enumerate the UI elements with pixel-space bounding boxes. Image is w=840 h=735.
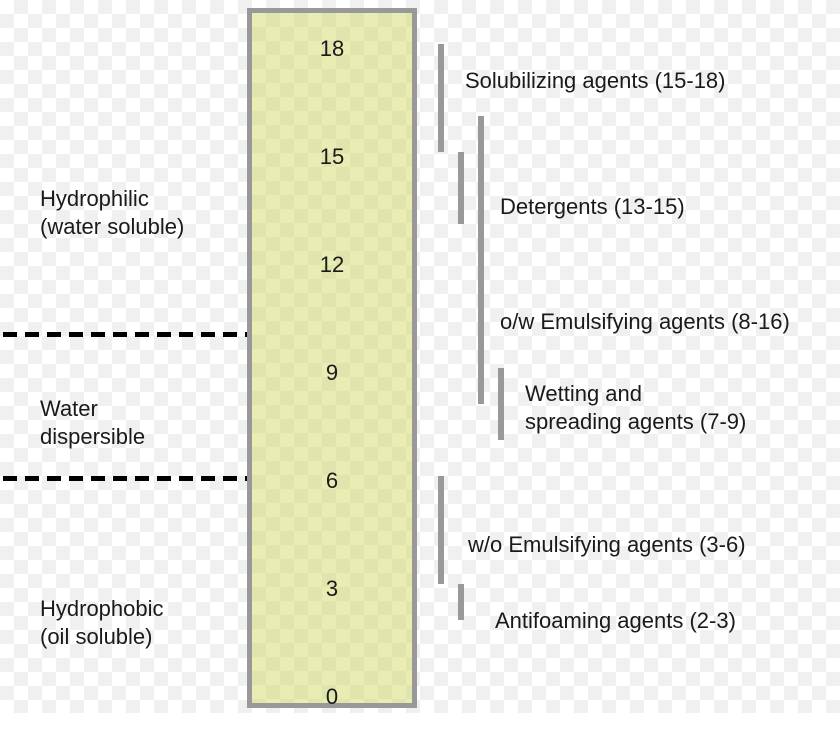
agent-label-antifoaming-line1: Antifoaming agents (2-3) — [495, 607, 736, 635]
agent-range-ow-emulsifying — [478, 116, 484, 404]
scale-tick-12: 12 — [252, 252, 412, 278]
scale-tick-0: 0 — [252, 684, 412, 710]
hlb-scale-bar: 18 15 12 9 6 3 0 — [247, 8, 417, 708]
agent-range-solubilizing — [438, 44, 444, 152]
agent-label-ow-emulsifying: o/w Emulsifying agents (8-16) — [500, 308, 790, 336]
left-category-hydrophilic: Hydrophilic(water soluble) — [40, 185, 184, 240]
agent-range-wo-emulsifying — [438, 476, 444, 584]
left-category-water-dispersible-line1: Water — [40, 395, 145, 423]
category-divider-6 — [3, 476, 247, 481]
scale-tick-3: 3 — [252, 576, 412, 602]
agent-label-solubilizing: Solubilizing agents (15-18) — [465, 67, 726, 95]
agent-label-wetting-line2: spreading agents (7-9) — [525, 408, 746, 436]
agent-label-detergents-line1: Detergents (13-15) — [500, 193, 685, 221]
bottom-white-strip — [0, 713, 840, 735]
agent-range-detergents — [458, 152, 464, 224]
category-divider-10 — [3, 332, 247, 337]
agent-label-wo-emulsifying: w/o Emulsifying agents (3-6) — [468, 531, 746, 559]
agent-label-wetting-line1: Wetting and — [525, 380, 746, 408]
left-category-hydrophobic: Hydrophobic(oil soluble) — [40, 595, 164, 650]
scale-tick-9: 9 — [252, 360, 412, 386]
left-category-water-dispersible: Waterdispersible — [40, 395, 145, 450]
agent-label-wo-emulsifying-line1: w/o Emulsifying agents (3-6) — [468, 531, 746, 559]
left-category-hydrophilic-line1: Hydrophilic — [40, 185, 184, 213]
agent-range-antifoaming — [458, 584, 464, 620]
scale-tick-18: 18 — [252, 36, 412, 62]
agent-range-wetting — [498, 368, 504, 440]
left-category-hydrophobic-line1: Hydrophobic — [40, 595, 164, 623]
agent-label-antifoaming: Antifoaming agents (2-3) — [495, 607, 736, 635]
left-category-hydrophilic-line2: (water soluble) — [40, 213, 184, 241]
agent-label-solubilizing-line1: Solubilizing agents (15-18) — [465, 67, 726, 95]
agent-label-wetting: Wetting andspreading agents (7-9) — [525, 380, 746, 435]
left-category-hydrophobic-line2: (oil soluble) — [40, 623, 164, 651]
left-category-water-dispersible-line2: dispersible — [40, 423, 145, 451]
agent-label-ow-emulsifying-line1: o/w Emulsifying agents (8-16) — [500, 308, 790, 336]
agent-label-detergents: Detergents (13-15) — [500, 193, 685, 221]
hlb-scale-diagram: 18 15 12 9 6 3 0 Hydrophilic(water soluble) Wat… — [0, 0, 840, 735]
scale-tick-6: 6 — [252, 468, 412, 494]
scale-tick-15: 15 — [252, 144, 412, 170]
